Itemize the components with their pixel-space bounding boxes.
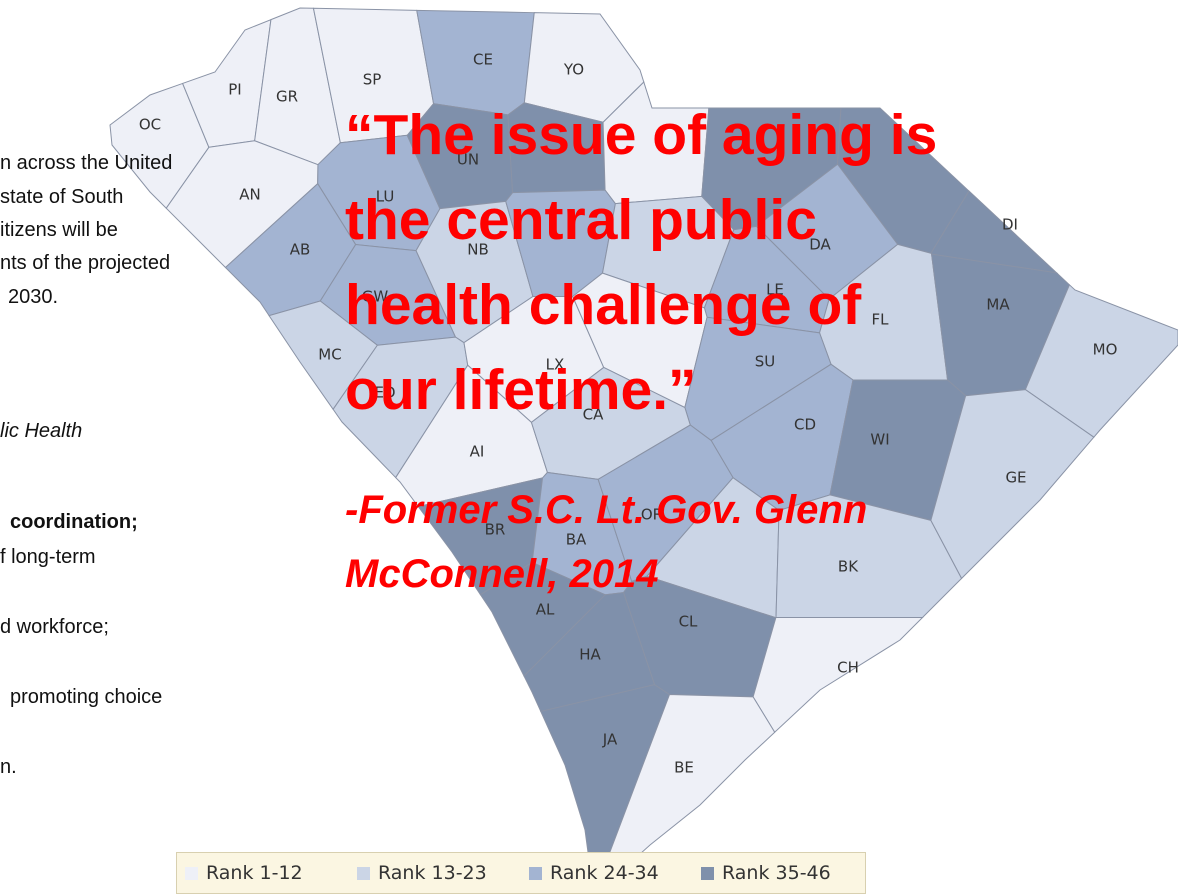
text-line: promoting choice xyxy=(10,686,163,708)
quote-line: “The issue of aging is xyxy=(345,103,938,167)
legend-label: Rank 1-12 xyxy=(206,862,303,884)
county-label: CL xyxy=(679,613,698,631)
county-label: BR xyxy=(485,521,506,539)
county xyxy=(930,389,1095,580)
county-label: UN xyxy=(457,151,479,169)
legend-swatch xyxy=(357,866,370,880)
text-line: state of South xyxy=(0,186,124,208)
text-line: coordination; xyxy=(10,511,138,533)
county-label: SP xyxy=(363,71,382,89)
county-label: PI xyxy=(228,81,241,99)
legend-swatch xyxy=(529,866,542,880)
county-label: CD xyxy=(794,416,816,434)
county-label: NB xyxy=(467,241,489,259)
county-label: HA xyxy=(579,646,601,664)
county-label: SU xyxy=(755,353,776,371)
county-label: FL xyxy=(872,311,890,329)
attribution-line: -Former S.C. Lt. Gov. Glenn xyxy=(345,488,868,532)
county-label: DA xyxy=(809,236,831,254)
county-label: WI xyxy=(870,431,889,449)
county-label: CH xyxy=(837,659,859,677)
county-label: BA xyxy=(566,531,587,549)
legend-label: Rank 35-46 xyxy=(722,862,831,884)
legend-item: Rank 13-23 xyxy=(349,862,521,884)
county-label: AB xyxy=(290,241,311,259)
county-label: OC xyxy=(139,116,161,134)
text-line: f long-term xyxy=(0,546,96,568)
county-label: CA xyxy=(583,406,604,424)
county-label: OR xyxy=(641,506,663,524)
legend-label: Rank 13-23 xyxy=(378,862,487,884)
text-line: 2030. xyxy=(8,286,59,308)
legend-item: Rank 35-46 xyxy=(693,862,865,884)
text-line: n. xyxy=(0,756,17,778)
county-label: DI xyxy=(1002,216,1018,234)
county-label: BK xyxy=(838,558,859,576)
text-line: lic Health xyxy=(0,420,83,442)
legend-item: Rank 24-34 xyxy=(521,862,693,884)
legend: Rank 1-12 Rank 13-23 Rank 24-34 Rank 35-46 xyxy=(176,852,866,894)
county-label: GW xyxy=(362,288,389,306)
county-label: LU xyxy=(376,188,395,206)
county-label: MC xyxy=(318,346,341,364)
quote-line: our lifetime.” xyxy=(345,358,697,422)
county-label: AL xyxy=(536,601,555,619)
legend-swatch xyxy=(185,866,198,880)
county-label: JA xyxy=(602,731,618,749)
text-line: itizens will be xyxy=(0,219,118,241)
county-label: GR xyxy=(276,88,298,106)
county-label: MA xyxy=(986,296,1010,314)
county-label: LE xyxy=(766,281,784,299)
county-label: YO xyxy=(563,61,584,79)
text-line: d workforce; xyxy=(0,616,109,638)
county-label: LX xyxy=(546,356,565,374)
legend-item: Rank 1-12 xyxy=(177,862,349,884)
county-label: MO xyxy=(1093,341,1118,359)
legend-label: Rank 24-34 xyxy=(550,862,659,884)
county-label: BE xyxy=(674,759,694,777)
county-label: AN xyxy=(239,186,260,204)
quote-line: the central public xyxy=(345,188,817,252)
text-line: nts of the projected xyxy=(0,252,171,274)
legend-swatch xyxy=(701,866,714,880)
county-label: GE xyxy=(1005,469,1026,487)
quote-line: health challenge of xyxy=(345,273,862,337)
county-label: ED xyxy=(374,384,395,402)
attribution-line: McConnell, 2014 xyxy=(345,552,659,596)
text-line: n across the United xyxy=(0,152,173,174)
county-label: AI xyxy=(470,443,485,461)
county-label: CE xyxy=(473,51,493,69)
